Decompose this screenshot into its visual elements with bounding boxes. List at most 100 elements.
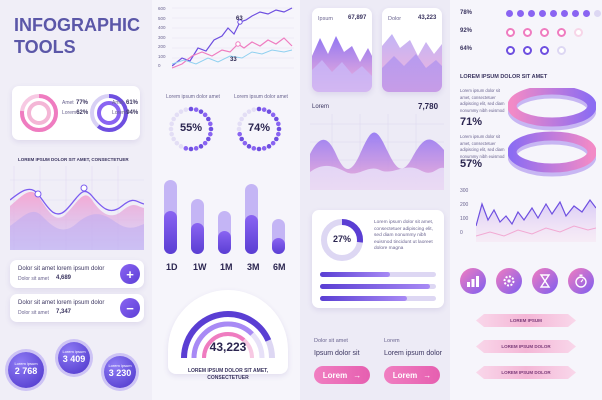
ribbon-2[interactable]: LOREM IPSUM DOLOR (476, 340, 576, 353)
pill-bar-fill (218, 230, 231, 254)
pill-bar-fill (191, 222, 204, 254)
pill-bar (164, 179, 177, 254)
rating-dot (561, 10, 568, 17)
donut-text: Lorem ipsum dolor sit amet, consectetuer… (374, 220, 434, 251)
gauge-dot (270, 140, 276, 146)
half-gauge-caption: LOREM IPSUM DOLOR SIT AMET, CONSECTETUER (187, 368, 269, 381)
wave-card-label: Lorem (312, 104, 330, 110)
timeframe-6m[interactable]: 6M (273, 262, 286, 272)
pill-bar-fill (272, 238, 285, 254)
gear-icon[interactable] (496, 268, 522, 294)
gauge-dot (174, 112, 180, 118)
rating-dot (506, 10, 513, 17)
bubble-2: Lorem ipsum 3 409 (58, 342, 90, 374)
ribbon-3[interactable]: LOREM IPSUM DOLOR (476, 366, 576, 379)
stat-card-1: Dolor sit amet lorem ipsum dolor Dolor s… (10, 260, 144, 288)
dot-rating-1 (506, 10, 602, 17)
gauge-dot (198, 144, 204, 149)
gauge-dot (178, 144, 184, 149)
timeframe-1d[interactable]: 1D (166, 262, 178, 272)
ring-left-rows: Amet 77% Lorem 62% (62, 100, 89, 116)
rating-dot (550, 10, 557, 17)
gauge-dot (256, 146, 262, 152)
timeframe-3m[interactable]: 3M (247, 262, 260, 272)
wave-chart (10, 166, 144, 250)
half-gauge-value: 43,223 (209, 340, 247, 354)
wave-card-value: 7,780 (418, 102, 439, 111)
hourglass-icon[interactable] (532, 268, 558, 294)
gauge-dot (266, 144, 272, 149)
dot-gauge-1 (168, 106, 214, 152)
rating-dot (506, 46, 515, 55)
multi-line-chart (172, 7, 294, 69)
progress-bar-2 (320, 284, 436, 289)
area-card-dolor: Dolor 43,223 (382, 8, 442, 92)
rating-dot (583, 10, 590, 17)
area-chart-dolor (382, 34, 442, 92)
rating-dot (540, 46, 549, 55)
gauge-dot (174, 140, 180, 146)
ring-chart-left (20, 94, 58, 132)
gauge-dot (242, 112, 248, 118)
gauge-dot (266, 109, 272, 114)
gauge-dot (198, 109, 204, 114)
wave-area-chart (310, 114, 444, 190)
lorem-button-1[interactable]: Lorem → (314, 366, 370, 384)
gauge-dot (237, 121, 242, 127)
column-2: 600 500 400 300 200 100 0 63 33 Lorem ip… (152, 0, 300, 400)
line-low-label: 33 (230, 57, 237, 63)
gauge-dot (208, 126, 214, 132)
area-chart-ipsum (312, 36, 372, 92)
circles-card: Amet 77% Lorem 62% Amet 61% Lorem 94% (12, 86, 140, 140)
gauge-dot (169, 131, 174, 137)
gauge-1-value: 55% (179, 122, 203, 134)
rating-dot (523, 46, 532, 55)
line-peak-label: 63 (236, 16, 243, 22)
pill-bar-fill (245, 215, 258, 254)
gauge-2-value: 74% (247, 122, 271, 134)
ring-chart-right (90, 94, 128, 132)
bar-chart-icon[interactable] (460, 268, 486, 294)
3d-ring-charts (508, 88, 596, 177)
bubble-3: Lorem ipsum 3 230 (104, 356, 136, 388)
gauge-dot (251, 107, 257, 112)
pill-bar (191, 199, 204, 254)
pill-bar-fill (164, 211, 177, 254)
pill-bar-chart (164, 176, 292, 254)
gauge-dot (261, 146, 267, 151)
gauge-dot (208, 121, 213, 127)
page-title: INFOGRAPHIC TOOLS (14, 15, 140, 57)
gauge-dot (188, 106, 194, 112)
timeframe-1w[interactable]: 1W (193, 262, 207, 272)
rating-dot (539, 10, 546, 17)
gauge-dot (183, 146, 189, 151)
column-4: 78% 92% 64% LOREM IPSUM DOLOR SIT AMET L… (450, 0, 602, 400)
donut-value: 27% (332, 234, 351, 244)
half-gauge (181, 311, 275, 359)
lorem-button-2[interactable]: Lorem → (384, 366, 440, 384)
rating-dot (506, 28, 515, 37)
rating-dot (574, 28, 583, 37)
gauge-dot (239, 136, 244, 142)
gauge-dot (274, 136, 279, 142)
gauge-dot (246, 144, 252, 149)
rating-dot (540, 28, 549, 37)
stopwatch-icon[interactable] (568, 268, 594, 294)
timeframe-1m[interactable]: 1M (220, 262, 233, 272)
remove-button[interactable]: − (120, 298, 140, 318)
column-1: INFOGRAPHIC TOOLS Amet 77% Lorem 62% Amet 6… (0, 0, 152, 400)
gauge-dot (270, 112, 276, 118)
pill-bar (245, 183, 258, 254)
gauge-dot (236, 126, 242, 132)
gauge-dot (171, 136, 176, 142)
gauge-dot (183, 107, 189, 112)
add-button[interactable]: + (120, 264, 140, 284)
rating-dot (528, 10, 535, 17)
dot-gauge-2 (236, 106, 282, 152)
ribbon-1[interactable]: LOREM IPSUM (476, 314, 576, 327)
ring-right-rows: Amet 61% Lorem 94% (112, 100, 139, 116)
gauge-dot (188, 146, 194, 152)
dot-rating-2 (506, 28, 583, 37)
pill-bar (272, 218, 285, 254)
rating-dot (572, 10, 579, 17)
